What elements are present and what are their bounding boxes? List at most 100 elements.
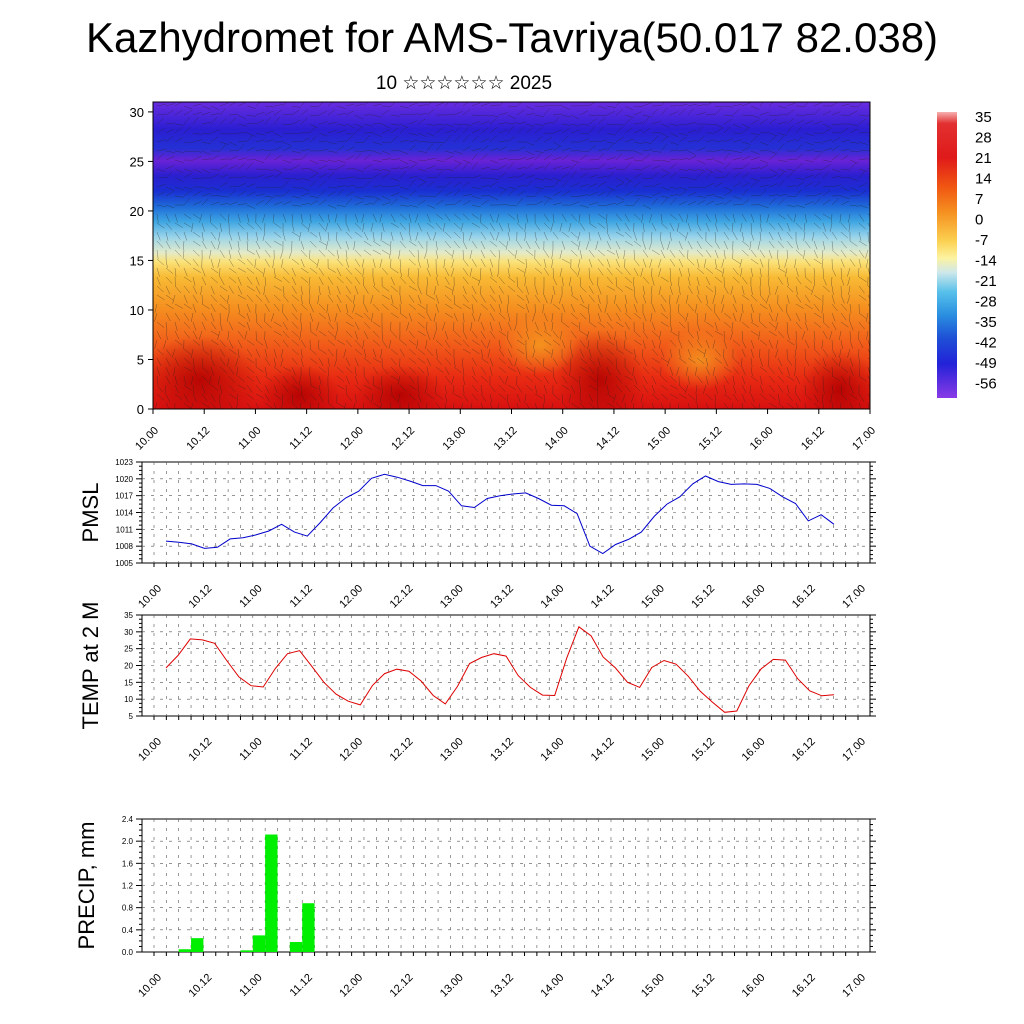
wind-barb xyxy=(489,366,493,376)
wind-barb xyxy=(858,118,867,125)
wind-barb xyxy=(262,231,266,241)
wind-barb xyxy=(669,158,679,161)
wind-barb xyxy=(768,258,770,268)
wind-barb xyxy=(525,195,535,197)
wind-barb xyxy=(606,384,609,394)
wind-barb xyxy=(550,222,554,232)
wind-barb xyxy=(444,177,454,179)
wind-barb xyxy=(183,393,189,402)
wind-barb xyxy=(669,149,679,152)
wind-barb xyxy=(579,348,584,358)
wind-barb xyxy=(462,126,470,134)
wind-barb xyxy=(669,321,673,331)
wind-barb xyxy=(775,312,779,322)
wind-barb xyxy=(192,393,197,403)
wind-barb xyxy=(486,339,491,349)
wind-barb xyxy=(525,384,533,392)
wind-barb xyxy=(219,222,222,232)
wind-barb xyxy=(847,348,851,358)
x-tick-label: 17.00 xyxy=(840,972,868,1000)
wind-barb xyxy=(280,348,284,358)
wind-barb xyxy=(507,231,511,241)
wind-barb xyxy=(156,113,166,116)
wind-barb xyxy=(696,330,700,340)
wind-barb xyxy=(714,213,718,223)
wind-barb xyxy=(633,173,642,179)
wind-barb xyxy=(300,267,309,274)
wind-barb xyxy=(237,102,247,107)
wind-barb xyxy=(624,138,634,143)
wind-barb xyxy=(597,375,599,385)
wind-barb xyxy=(865,312,869,322)
wind-barb xyxy=(714,127,723,134)
wind-barb xyxy=(444,294,452,302)
wind-barb xyxy=(219,102,229,107)
wind-barb xyxy=(309,321,312,331)
wind-barb xyxy=(327,321,334,330)
x-tick-label: 16.12 xyxy=(790,583,818,611)
wind-barb xyxy=(615,240,621,250)
wind-barb xyxy=(768,132,778,137)
wind-barb xyxy=(524,231,527,241)
wind-barb xyxy=(426,393,435,400)
wind-barb xyxy=(417,330,426,337)
wind-barb xyxy=(417,113,427,116)
wind-barb xyxy=(246,321,251,331)
wind-barb xyxy=(687,150,697,156)
wind-barb xyxy=(695,393,698,403)
wind-barb xyxy=(236,366,239,376)
wind-barb xyxy=(381,123,391,129)
x-tick-label: 12.12 xyxy=(389,425,417,453)
wind-barb xyxy=(858,285,865,294)
wind-barb xyxy=(758,330,761,340)
wind-barb xyxy=(731,222,734,232)
wind-barb xyxy=(237,312,246,319)
wind-barb xyxy=(714,202,724,206)
wind-barb xyxy=(786,312,792,322)
wind-barb xyxy=(858,402,862,409)
wind-barb xyxy=(867,294,870,300)
wind-barb xyxy=(480,321,485,331)
wind-barb xyxy=(291,321,299,329)
wind-barb xyxy=(660,123,670,128)
x-tick-label: 17.00 xyxy=(850,425,878,453)
x-tick-label: 11.00 xyxy=(237,972,264,999)
wind-barb xyxy=(642,312,647,322)
wind-barb xyxy=(777,366,784,375)
wind-barb xyxy=(264,152,271,161)
wind-barb xyxy=(399,150,409,155)
wind-barb xyxy=(390,149,400,152)
wind-barb xyxy=(561,393,564,403)
x-tick-label: 13.00 xyxy=(440,425,468,453)
wind-barb xyxy=(561,114,571,118)
wind-barb xyxy=(471,330,478,339)
wind-barb xyxy=(363,249,372,256)
wind-barb xyxy=(606,105,616,108)
wind-barb xyxy=(615,123,625,126)
wind-barb xyxy=(336,249,340,259)
wind-barb xyxy=(552,303,561,310)
wind-barb xyxy=(336,240,342,250)
wind-barb xyxy=(183,294,188,304)
wind-barb xyxy=(462,285,467,295)
wind-barb xyxy=(525,366,535,372)
wind-barb xyxy=(498,222,504,232)
wind-barb xyxy=(480,120,490,125)
wind-barb xyxy=(282,141,292,146)
wind-barb xyxy=(767,267,770,277)
wind-barb xyxy=(596,384,599,394)
wind-barb xyxy=(156,153,164,161)
wind-barb xyxy=(684,384,689,394)
wind-barb xyxy=(498,129,508,134)
wind-barb xyxy=(165,213,170,223)
wind-barb xyxy=(543,198,551,206)
wind-barb xyxy=(723,222,730,231)
wind-barb xyxy=(624,384,631,393)
wind-barb xyxy=(300,153,308,161)
wind-barb xyxy=(408,258,416,266)
wind-barb xyxy=(407,402,410,409)
wind-barb xyxy=(525,213,529,223)
wind-barb xyxy=(660,198,668,206)
wind-barb xyxy=(237,339,243,349)
wind-barb xyxy=(615,321,624,328)
